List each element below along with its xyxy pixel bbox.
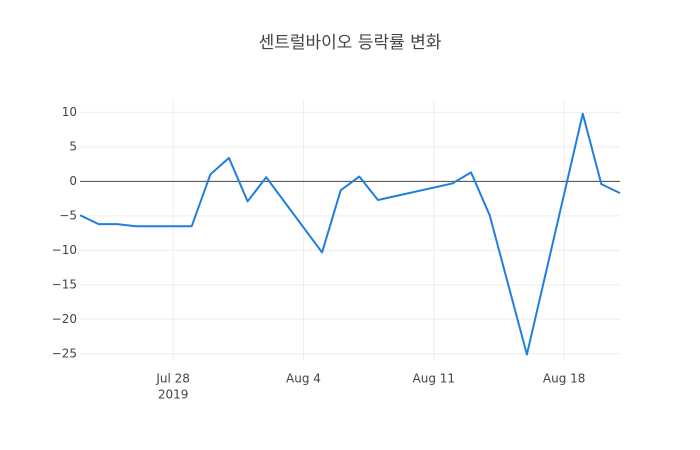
x-tick-sublabel: 2019 — [158, 388, 189, 402]
y-tick-label: −15 — [52, 277, 77, 291]
y-tick-label: −20 — [52, 312, 77, 326]
x-tick-label: Aug 11 — [413, 372, 456, 386]
y-tick-label: −5 — [59, 208, 77, 222]
x-tick-label: Aug 4 — [286, 372, 321, 386]
data-line — [79, 112, 621, 356]
y-tick-label: −25 — [52, 346, 77, 360]
x-tick-label: Jul 28 — [155, 372, 190, 386]
y-tick-label: −10 — [52, 243, 77, 257]
x-tick-label: Aug 18 — [543, 372, 586, 386]
y-tick-label: 0 — [69, 174, 77, 188]
y-tick-label: 10 — [62, 105, 77, 119]
chart-title: 센트럴바이오 등락률 변화 — [259, 33, 442, 53]
y-tick-label: 5 — [69, 139, 77, 153]
